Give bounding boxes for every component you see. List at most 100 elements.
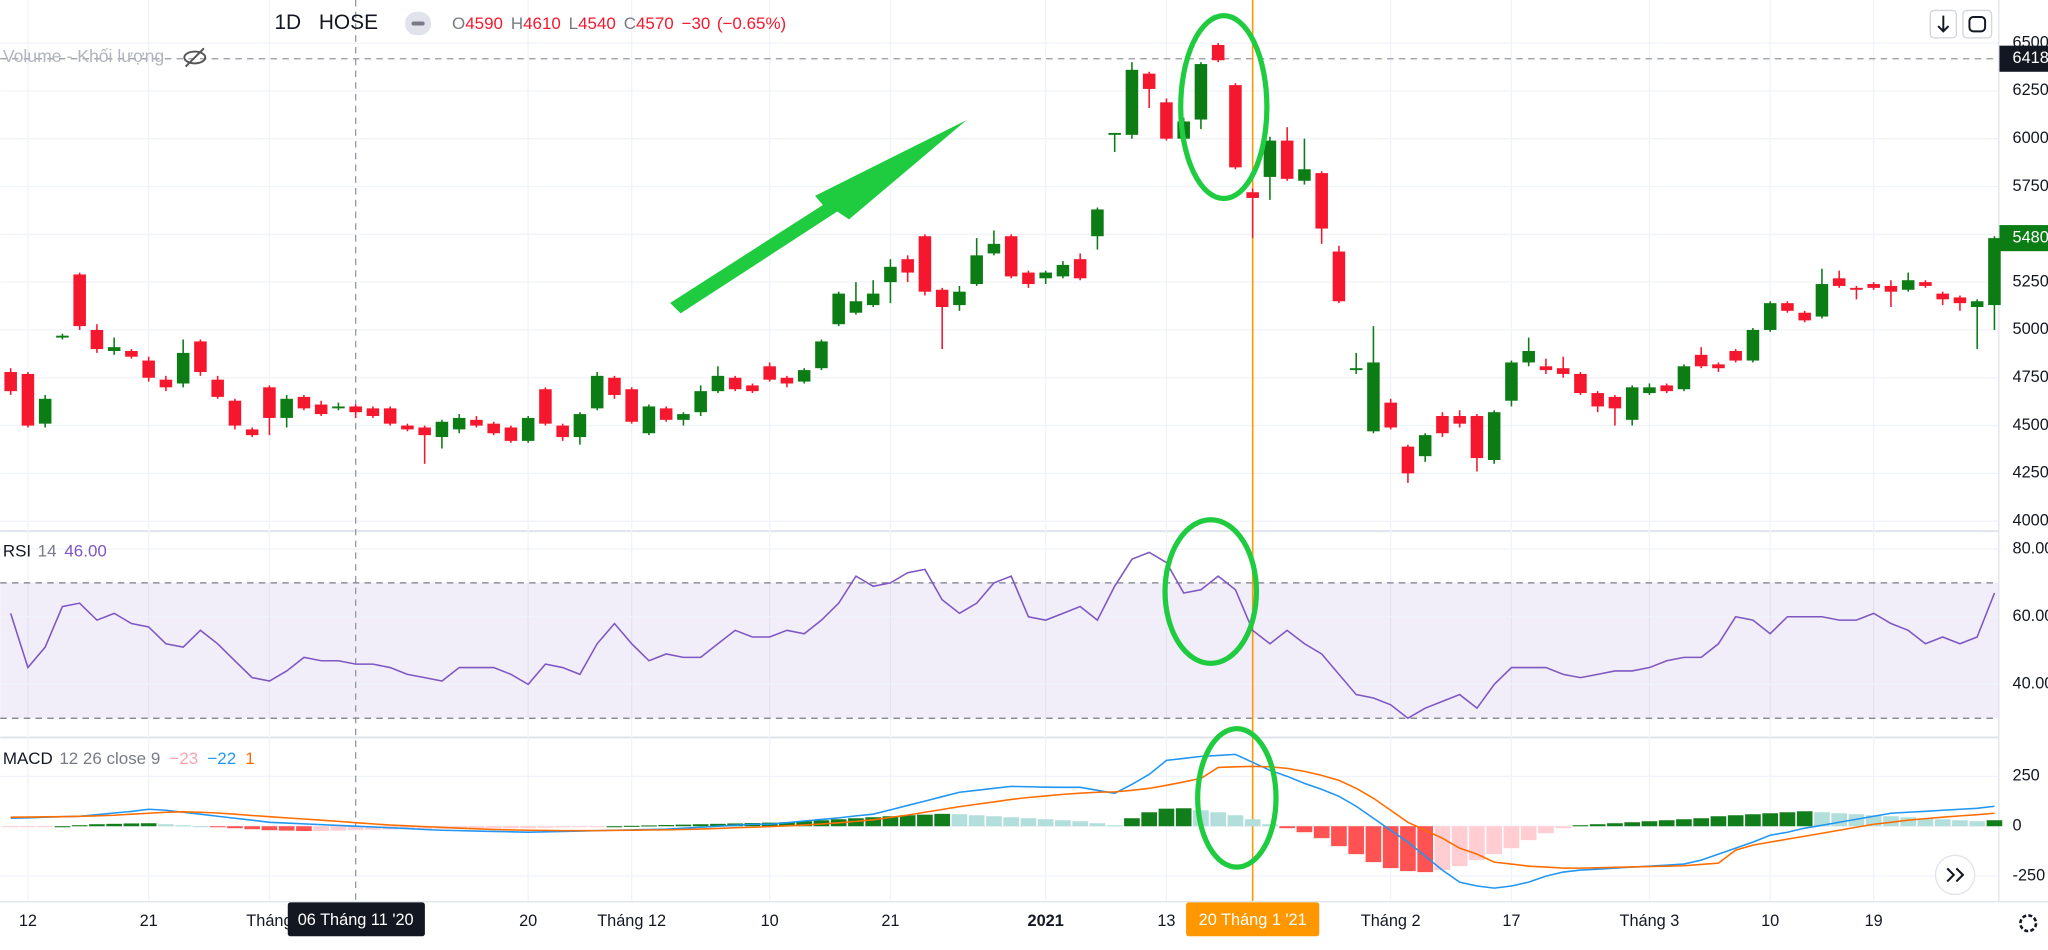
candle-body [1608, 396, 1622, 409]
macd-histogram-bar [416, 826, 433, 830]
y-tick-label: 80.00 [2013, 539, 2048, 557]
candle-body [504, 427, 518, 441]
macd-histogram-bar [1124, 818, 1140, 827]
candle-body [56, 335, 69, 338]
macd-histogram-bar [1658, 820, 1675, 827]
crosshair-price-badge [1999, 45, 2048, 72]
candle-body [194, 341, 207, 373]
candle-body [280, 398, 293, 418]
candle-body [1125, 69, 1139, 135]
rsi-period: 14 [38, 542, 57, 561]
y-tick-label: 6000 [2013, 129, 2048, 147]
label: O [452, 14, 465, 33]
value: 4570 [636, 14, 674, 33]
macd-histogram-bar [554, 826, 571, 828]
y-tick-label: 6250 [2013, 81, 2048, 99]
download-icon [1937, 15, 1950, 33]
macd-histogram-bar [1555, 826, 1572, 829]
candle-body [763, 366, 776, 380]
candle-body [970, 255, 983, 285]
macd-histogram-bar [589, 826, 606, 828]
fullscreen-button[interactable] [1962, 9, 1993, 39]
candle-body [1815, 284, 1829, 317]
eye [183, 50, 207, 65]
value: 4540 [578, 14, 616, 33]
macd-histogram-bar [1848, 814, 1865, 827]
candle-body [1056, 264, 1070, 277]
candle-body [608, 377, 621, 395]
label: C [624, 14, 636, 33]
macd-histogram-bar [1693, 818, 1710, 827]
candle-body [1487, 412, 1501, 461]
macd-histogram-bar [192, 826, 209, 828]
candle-body [38, 398, 52, 424]
macd-histogram-bar [1865, 815, 1882, 827]
candle-body [1453, 416, 1466, 424]
candle-body [1625, 387, 1639, 420]
macd-histogram-bar [89, 824, 105, 827]
ohlc-legend: O4590 H4610 L4540 C4570 −30 (−0.65%) [452, 14, 786, 33]
y-tick-label: 5750 [2013, 177, 2048, 195]
macd-histogram-bar [917, 814, 933, 827]
value: 4590 [465, 14, 503, 33]
candle-body [1901, 280, 1915, 290]
macd-histogram-bar [1175, 808, 1192, 827]
macd-histogram-bar [1952, 820, 1968, 827]
macd-histogram-bar [1900, 817, 1917, 827]
macd-histogram-bar [158, 824, 174, 827]
y-tick-label: 5250 [2013, 272, 2048, 290]
candle-body [625, 389, 638, 422]
candle-body [1574, 373, 1587, 394]
y-tick-label: 250 [2013, 767, 2040, 785]
plot [0, 0, 2003, 902]
macd-histogram-bar [1969, 821, 1986, 827]
macd-histogram-bar [2, 826, 19, 828]
macd-histogram-bar [468, 826, 485, 829]
candle-body [1160, 102, 1173, 139]
macd-histogram-bar [779, 822, 795, 827]
candle-body [1108, 132, 1121, 135]
pane-separator [0, 736, 1999, 739]
macd-histogram-bar [1986, 820, 2003, 827]
candle-body [228, 400, 242, 426]
candle-body [418, 427, 431, 436]
settings-icon[interactable] [2019, 914, 2038, 933]
macd-histogram-bar [1520, 826, 1537, 841]
macd-histogram-bar [399, 826, 416, 830]
candle-body [1763, 303, 1777, 330]
candle-body [573, 414, 587, 438]
macd-histogram-bar [968, 815, 985, 827]
macd-histogram-bar [1796, 811, 1813, 827]
candle-body [1073, 259, 1087, 279]
macd-histogram-bar [1365, 826, 1382, 863]
macd-histogram-bar [503, 826, 519, 829]
x-tick-label: 17 [1502, 912, 1520, 930]
candle-body [125, 350, 138, 357]
macd-histogram-bar [1624, 822, 1641, 827]
macd-histogram-bar [572, 826, 588, 828]
macd-histogram-bar [365, 826, 381, 830]
label: L [569, 14, 578, 33]
rsi-band [0, 582, 1999, 719]
x-tick-label: Tháng [246, 912, 292, 930]
macd-histogram-bar [278, 826, 295, 831]
y-tick-label: 0 [2013, 817, 2022, 835]
macd-histogram-bar [1072, 821, 1089, 827]
macd-histogram-bar [1331, 826, 1347, 847]
last-price-badge [1999, 225, 2048, 252]
macd-histogram-bar [675, 824, 692, 827]
candle-body [1746, 329, 1760, 361]
candle-body [1142, 73, 1156, 89]
macd-histogram-bar [175, 825, 192, 827]
candle-body [1556, 368, 1570, 374]
hide-icon[interactable] [183, 47, 207, 68]
macd-histogram-bar [1934, 819, 1951, 827]
macd-histogram-bar [1141, 812, 1158, 827]
candle-body [1280, 140, 1294, 179]
candle-body [366, 408, 380, 417]
candle-body [1194, 64, 1208, 120]
candle-body [539, 389, 552, 424]
